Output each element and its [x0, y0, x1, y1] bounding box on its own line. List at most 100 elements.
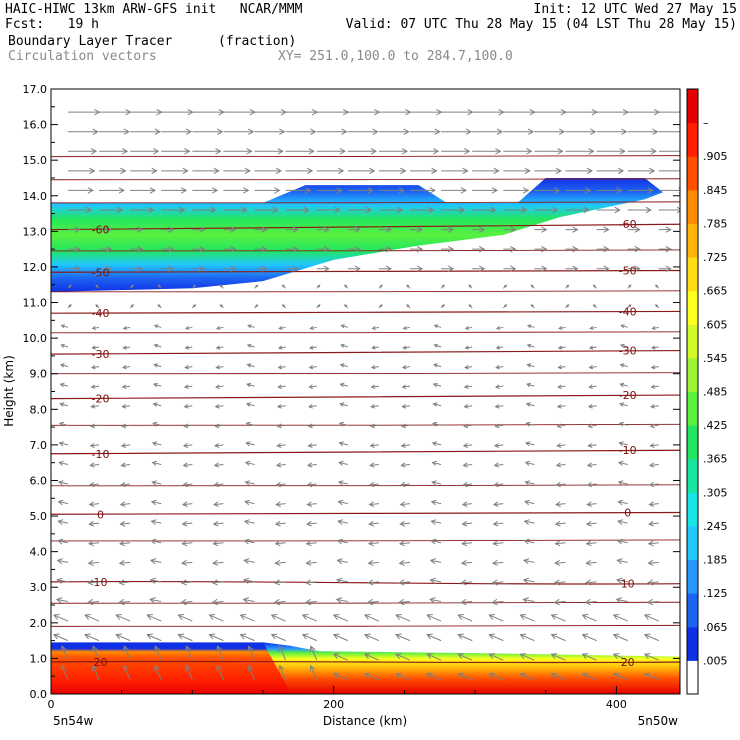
circulation-vector: [215, 364, 224, 370]
circulation-vector: [647, 540, 659, 547]
circulation-vector: [191, 284, 197, 289]
circulation-vector: [565, 304, 570, 309]
circulation-vector: [192, 226, 206, 233]
colorbar-swatch: [687, 156, 698, 191]
circulation-vector: [192, 206, 217, 214]
circulation-vector: [370, 403, 379, 409]
circulation-vector: [192, 265, 206, 272]
circulation-vector: [118, 579, 131, 586]
circulation-vector: [123, 645, 131, 661]
circulation-vector: [59, 363, 69, 368]
circulation-vector: [339, 402, 348, 407]
circulation-vector: [627, 265, 641, 272]
circulation-vector: [494, 423, 504, 429]
colorbar-label: .305: [703, 486, 728, 499]
circulation-vector: [130, 265, 144, 272]
isotherm-line: [51, 624, 680, 627]
circulation-vector: [192, 187, 219, 194]
circulation-vector: [565, 108, 598, 116]
circulation-vector: [270, 633, 286, 642]
circulation-vector: [316, 206, 341, 214]
circulation-vector: [123, 664, 131, 680]
circulation-vector: [585, 540, 597, 547]
circulation-vector: [472, 226, 486, 233]
circulation-vector: [182, 462, 193, 468]
isotherm-label-east: -20: [619, 389, 637, 402]
circulation-vector: [472, 245, 486, 253]
circulation-vector: [367, 559, 379, 566]
colorbar-label: .785: [703, 217, 728, 230]
circulation-vector: [584, 598, 597, 606]
circulation-vector: [347, 148, 378, 155]
colorbar-label: .425: [703, 419, 728, 432]
field-name: Boundary Layer Tracer: [8, 34, 173, 49]
circulation-vector: [534, 187, 561, 194]
circulation-vector: [462, 462, 473, 468]
circulation-vector: [67, 128, 99, 135]
circulation-vector: [627, 128, 659, 135]
circulation-vector: [596, 206, 621, 214]
circulation-vector: [332, 653, 349, 661]
circulation-vector: [281, 304, 286, 309]
circulation-vector: [278, 664, 287, 680]
circulation-vector: [154, 664, 162, 680]
colorbar-swatch: [687, 660, 698, 695]
colorbar-swatch: [687, 324, 698, 359]
circulation-vector: [565, 245, 579, 253]
isotherm-line: [51, 290, 680, 293]
circulation-vector: [432, 421, 442, 427]
circulation-vector: [243, 538, 255, 545]
circulation-vector: [309, 645, 318, 661]
colorbar-label: .665: [703, 285, 728, 298]
isotherm-line: [51, 449, 680, 455]
circulation-vector: [441, 265, 455, 272]
circulation-vector: [153, 324, 162, 329]
circulation-vector: [254, 226, 268, 233]
circulation-vector: [441, 108, 474, 116]
circulation-vector: [121, 403, 131, 409]
colorbar-swatch: [687, 626, 698, 661]
circulation-vector: [592, 304, 597, 309]
circulation-vector: [130, 108, 163, 116]
circulation-vector: [554, 559, 566, 566]
circulation-vector: [565, 128, 597, 135]
circulation-vector: [119, 501, 131, 507]
circulation-vector: [214, 423, 224, 429]
circulation-vector: [592, 284, 597, 289]
isotherm-line: [51, 155, 680, 158]
circulation-vector: [157, 304, 162, 309]
circulation-vector: [53, 613, 69, 622]
circulation-vector: [338, 441, 348, 447]
circulation-vector: [129, 284, 134, 289]
isotherm-line: [51, 331, 680, 334]
circulation-vector: [347, 226, 361, 233]
circulation-vector: [347, 167, 376, 175]
circulation-vector: [648, 520, 659, 527]
circulation-vector: [588, 384, 597, 390]
circulation-vector: [461, 520, 473, 527]
isotherm-line: [51, 269, 680, 273]
circulation-vector: [67, 245, 81, 253]
circulation-vector: [472, 187, 499, 194]
circulation-vector: [522, 597, 535, 604]
circulation-vector: [306, 462, 317, 468]
circulation-vector: [503, 187, 530, 194]
circulation-vector: [462, 442, 473, 448]
circulation-vector: [378, 265, 392, 272]
circulation-vector: [643, 672, 659, 681]
circulation-vector: [658, 245, 672, 253]
circulation-vector: [596, 148, 626, 155]
circulation-vector: [215, 384, 224, 390]
circulation-vector: [429, 597, 442, 604]
circulation-vector: [67, 304, 72, 309]
circulation-vector: [152, 382, 162, 388]
circulation-vector: [208, 633, 224, 642]
circulation-vector: [503, 245, 517, 253]
colorbar-swatch: [687, 458, 698, 493]
header-forecast-hour: Fcst: 19 h: [5, 17, 99, 32]
isotherm-line: [51, 394, 680, 400]
circulation-vector: [426, 613, 442, 622]
x-tick-label: 400: [606, 698, 627, 711]
circulation-vector: [115, 613, 131, 622]
circulation-vector: [650, 364, 659, 370]
